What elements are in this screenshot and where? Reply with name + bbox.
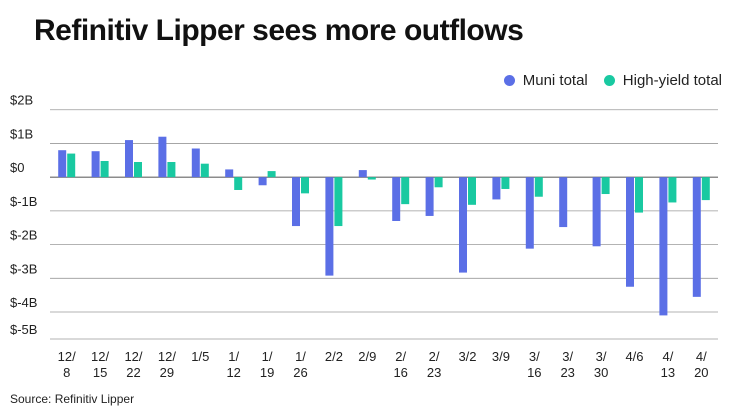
y-tick-label: $-2B [10, 228, 37, 243]
x-tick-label: 13 [661, 365, 675, 380]
legend-item-muni: Muni total [503, 72, 588, 89]
x-tick-label: 30 [594, 365, 608, 380]
bar-high-yield [167, 162, 176, 178]
bar-high-yield [234, 177, 243, 190]
legend-label-muni: Muni total [522, 72, 588, 89]
x-tick-label: 1/ [228, 349, 239, 364]
y-tick-label: $-5B [10, 322, 37, 337]
x-tick-label: 22 [126, 365, 140, 380]
x-tick-label: 1/5 [191, 349, 209, 364]
bar-high-yield [501, 177, 510, 189]
x-tick-label: 16 [393, 365, 407, 380]
bar-high-yield [468, 177, 476, 205]
x-tick-label: 12 [226, 365, 240, 380]
bar-muni [659, 177, 668, 316]
bar-muni [125, 140, 133, 178]
source-note: Source: Refinitiv Lipper [10, 392, 135, 406]
bar-high-yield [601, 177, 610, 195]
y-tick-label: $2B [10, 93, 33, 108]
x-tick-label: 23 [427, 365, 441, 380]
x-tick-label: 23 [560, 365, 574, 380]
bar-muni [358, 170, 367, 178]
x-tick-label: 29 [160, 365, 174, 380]
x-tick-label: 2/2 [325, 349, 343, 364]
bar-muni [292, 177, 300, 227]
y-tick-label: $0 [10, 160, 24, 175]
x-tick-label: 3/ [562, 349, 573, 364]
bar-muni [225, 169, 234, 178]
x-tick-label: 20 [694, 365, 708, 380]
bar-muni [258, 177, 267, 186]
x-tick-label: 12/ [158, 349, 176, 364]
x-tick-label: 26 [293, 365, 307, 380]
x-tick-label: 3/9 [492, 349, 510, 364]
legend-item-high-yield: High-yield total [603, 72, 722, 89]
bar-high-yield [100, 160, 109, 178]
bar-muni [191, 148, 200, 178]
bar-muni [425, 177, 434, 216]
x-tick-label: 2/ [395, 349, 406, 364]
x-tick-label: 12/ [91, 349, 109, 364]
x-tick-label: 2/ [429, 349, 440, 364]
x-tick-label: 2/9 [358, 349, 376, 364]
x-tick-label: 3/ [529, 349, 540, 364]
x-tick-label: 12/ [58, 349, 76, 364]
legend-swatch-muni [503, 75, 515, 86]
bar-muni [158, 136, 167, 178]
bar-high-yield [635, 177, 643, 213]
chart-title: Refinitiv Lipper sees more outflows [34, 14, 524, 47]
x-tick-label: 1/ [295, 349, 306, 364]
bar-high-yield [267, 171, 276, 178]
legend-swatch-high-yield [603, 75, 615, 86]
y-tick-label: $-1B [10, 194, 37, 209]
bar-muni [459, 177, 467, 273]
bar-high-yield [534, 177, 543, 197]
bar-muni [91, 151, 100, 178]
bar-muni [692, 177, 701, 297]
bar-muni [626, 177, 634, 287]
y-tick-label: $-4B [10, 295, 37, 310]
bar-high-yield [668, 177, 677, 203]
x-tick-label: 16 [527, 365, 541, 380]
bar-high-yield [334, 177, 343, 227]
x-tick-label: 4/ [696, 349, 707, 364]
y-tick-label: $1B [10, 126, 33, 141]
bar-muni [392, 177, 401, 221]
x-tick-label: 4/6 [625, 349, 643, 364]
bar-high-yield [67, 153, 76, 178]
bar-muni [492, 177, 501, 200]
x-tick-label: 15 [93, 365, 107, 380]
x-tick-label: 3/2 [458, 349, 476, 364]
y-tick-label: $-3B [10, 261, 37, 276]
x-tick-label: 19 [260, 365, 274, 380]
x-tick-label: 4/ [662, 349, 673, 364]
bar-high-yield [701, 177, 710, 201]
bar-muni [58, 150, 67, 178]
bar-high-yield [401, 177, 410, 205]
bar-high-yield [134, 162, 142, 178]
bar-muni [525, 177, 534, 249]
bar-muni [325, 177, 334, 276]
legend: Muni total High-yield total [488, 72, 722, 89]
x-tick-label: 1/ [262, 349, 273, 364]
x-tick-label: 8 [63, 365, 70, 380]
bar-muni [592, 177, 601, 247]
bar-muni [559, 177, 568, 228]
bar-high-yield [200, 163, 209, 178]
legend-label-high-yield: High-yield total [622, 72, 722, 89]
bar-high-yield [301, 177, 309, 194]
bar-high-yield [434, 177, 443, 188]
x-tick-label: 12/ [124, 349, 142, 364]
bar-high-yield [367, 177, 376, 180]
x-tick-label: 3/ [596, 349, 607, 364]
